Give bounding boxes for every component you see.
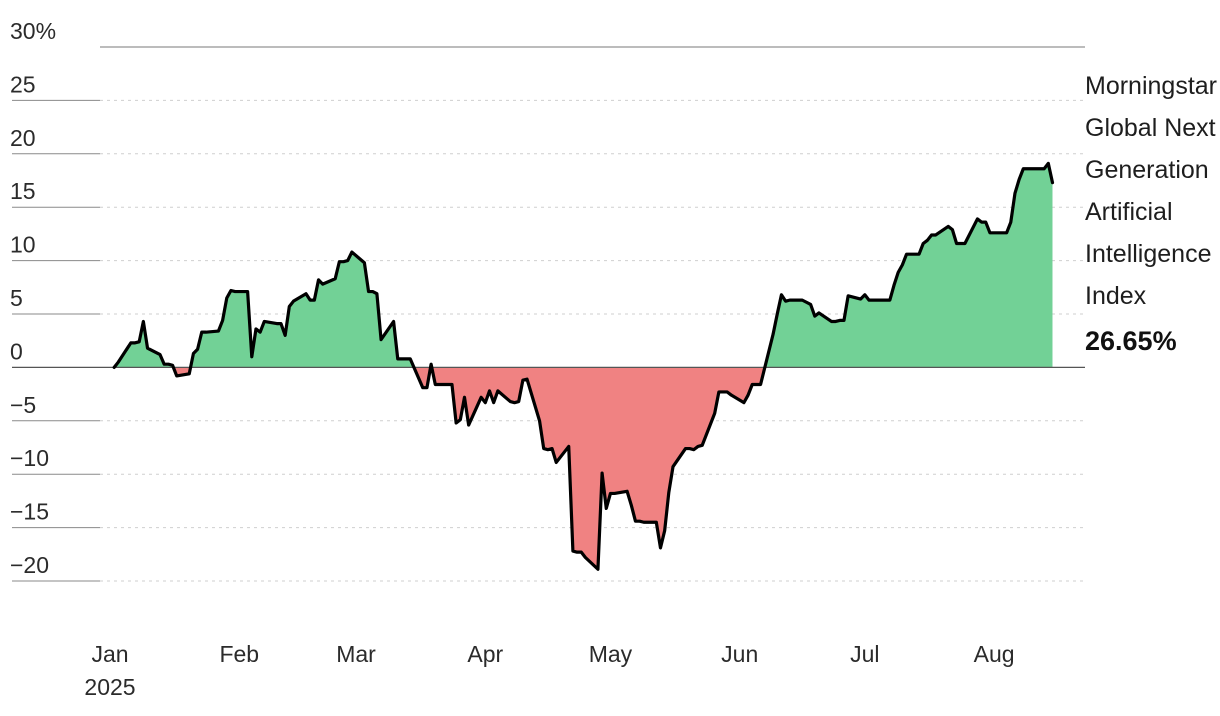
x-tick-label: May (589, 641, 633, 667)
series-line-group (112, 161, 1055, 571)
positive-area (114, 163, 1053, 368)
x-tick-year-label: 2025 (84, 674, 135, 700)
x-tick-label: Feb (219, 641, 259, 667)
series-name-line: Morningstar (1085, 72, 1217, 100)
series-name-line: Global Next (1085, 114, 1216, 142)
area-fill (114, 163, 1053, 570)
series-name-line: Generation (1085, 156, 1209, 184)
series-line (112, 161, 1055, 571)
y-tick-label: 10 (10, 232, 36, 258)
y-tick-label: 20 (10, 125, 36, 151)
series-name-line: Intelligence (1085, 240, 1211, 268)
y-tick-label: 5 (10, 285, 23, 311)
x-tick-label: Jul (850, 641, 879, 667)
y-tick-label: −5 (10, 392, 36, 418)
x-axis: Jan 2025 Feb Mar Apr May Jun Jul Aug (84, 641, 1014, 700)
x-tick-label: Jun (721, 641, 758, 667)
x-tick-label: Aug (974, 641, 1015, 667)
y-tick-label: 0 (10, 338, 23, 364)
y-tick-label: 30% (10, 18, 56, 44)
series-name-line: Index (1085, 282, 1147, 310)
y-tick-label: −10 (10, 445, 49, 471)
x-tick-label: Apr (467, 641, 503, 667)
y-tick-label: −20 (10, 552, 49, 578)
series-end-value: 26.65% (1085, 326, 1177, 356)
series-label-group: Morningstar Global Next Generation Artifici… (1085, 72, 1217, 356)
y-tick-label: 15 (10, 178, 36, 204)
y-tick-label: 25 (10, 71, 36, 97)
x-tick-label: Mar (336, 641, 376, 667)
y-tick-label: −15 (10, 499, 49, 525)
x-tick-label: Jan (91, 641, 128, 667)
y-axis: 30% 25 20 15 10 5 0 −5 −10 −15 −20 (10, 18, 56, 578)
negative-area (114, 367, 765, 570)
series-name-line: Artificial (1085, 198, 1173, 226)
